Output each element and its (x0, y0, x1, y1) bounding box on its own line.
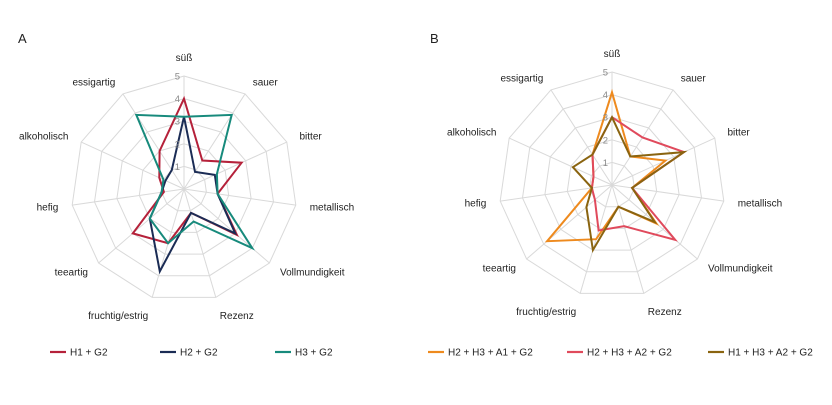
tick-label: 3 (175, 117, 180, 128)
grid-ring-5 (499, 71, 725, 294)
category-label-vollmundigkeit: Vollmundigkeit (708, 264, 773, 275)
category-label-sauer: sauer (681, 74, 707, 85)
legend-label: H2 + H3 + A1 + G2 (448, 348, 533, 359)
grid-ring-4 (521, 94, 703, 273)
grid-spoke (122, 93, 185, 190)
grid-ring-2 (138, 143, 230, 233)
tick-label: 4 (603, 90, 608, 101)
category-label-metallisch: metallisch (738, 199, 782, 210)
legend-item-h2-h3-a1-g2: H2 + H3 + A1 + G2 (428, 348, 533, 359)
category-label-teeartig: teeartig (55, 268, 88, 279)
tick-label: 2 (603, 135, 608, 146)
category-label-essigartig: essigartig (500, 74, 543, 85)
series-line-h2-h3-a2-g2 (590, 115, 687, 242)
category-label-sauer: sauer (253, 78, 279, 89)
series-line-h1-g2 (131, 95, 244, 245)
category-label-vollmundigkeit: Vollmundigkeit (280, 268, 345, 279)
tick-label: 4 (175, 94, 180, 105)
grid-spoke (183, 188, 217, 298)
grid-spoke (526, 184, 613, 260)
category-label-metallisch: metallisch (310, 203, 354, 214)
category-label-alkoholisch: alkoholisch (447, 128, 496, 139)
legend-label: H1 + H3 + A2 + G2 (728, 348, 813, 359)
category-label-fruchtig-estrig: fruchtig/estrig (88, 311, 148, 322)
legend-item-h1-g2: H1 + G2 (50, 348, 108, 359)
tick-label: 1 (603, 158, 608, 169)
panel-label: A (18, 31, 27, 46)
category-label-bitter: bitter (728, 128, 751, 139)
grid-spoke (183, 188, 270, 264)
grid-spoke (183, 93, 246, 190)
category-label-süß: süß (604, 49, 621, 60)
category-label-fruchtig-estrig: fruchtig/estrig (516, 307, 576, 318)
tick-label: 2 (175, 139, 180, 150)
category-label-hefig: hefig (465, 199, 487, 210)
series-line-h1-h3-a2-g2 (571, 114, 688, 254)
category-label-hefig: hefig (37, 203, 59, 214)
grid-spoke (80, 141, 185, 190)
panel-label: B (430, 31, 439, 46)
tick-label: 3 (603, 113, 608, 124)
category-label-rezenz: Rezenz (220, 311, 254, 322)
grid-spoke (508, 137, 613, 186)
category-label-bitter: bitter (300, 132, 323, 143)
legend-label: H2 + H3 + A2 + G2 (587, 348, 672, 359)
tick-label: 5 (603, 68, 608, 79)
grid-ring-3 (544, 116, 680, 251)
grid-ring-4 (93, 98, 275, 277)
grid-ring-3 (116, 120, 252, 255)
radar-chart-b: B 1 2 3 4 5 süß sauer bitter metallisch Vollmundig… (428, 31, 813, 359)
grid-spoke (550, 89, 613, 186)
radar-chart-a: A 1 2 3 4 5 süß sauer bitter metallisch Vollmundig… (18, 31, 354, 359)
grid-spoke (183, 141, 288, 190)
tick-label: 5 (175, 72, 180, 83)
category-label-rezenz: Rezenz (648, 307, 682, 318)
grid-ring-5 (71, 75, 297, 298)
legend-item-h2-g2: H2 + G2 (160, 348, 218, 359)
grid-spoke (98, 188, 185, 264)
category-label-essigartig: essigartig (72, 78, 115, 89)
grid-spoke (500, 184, 613, 202)
category-label-süß: süß (176, 53, 193, 64)
tick-label: 1 (175, 162, 180, 173)
series-line-h3-g2 (134, 113, 255, 251)
legend-item-h3-g2: H3 + G2 (275, 348, 333, 359)
series-line-h2-g2 (148, 116, 238, 275)
legend-item-h1-h3-a2-g2: H1 + H3 + A2 + G2 (708, 348, 813, 359)
grid-spoke (72, 188, 185, 206)
grid-ring-1 (161, 165, 207, 212)
legend-label: H2 + G2 (180, 348, 218, 359)
legend-label: H1 + G2 (70, 348, 108, 359)
category-label-alkoholisch: alkoholisch (19, 132, 68, 143)
legend-item-h2-h3-a2-g2: H2 + H3 + A2 + G2 (567, 348, 672, 359)
grid-spoke (611, 184, 724, 202)
legend-label: H3 + G2 (295, 348, 333, 359)
grid-spoke (611, 184, 645, 294)
grid-spoke (183, 188, 296, 206)
category-label-teeartig: teeartig (483, 264, 516, 275)
